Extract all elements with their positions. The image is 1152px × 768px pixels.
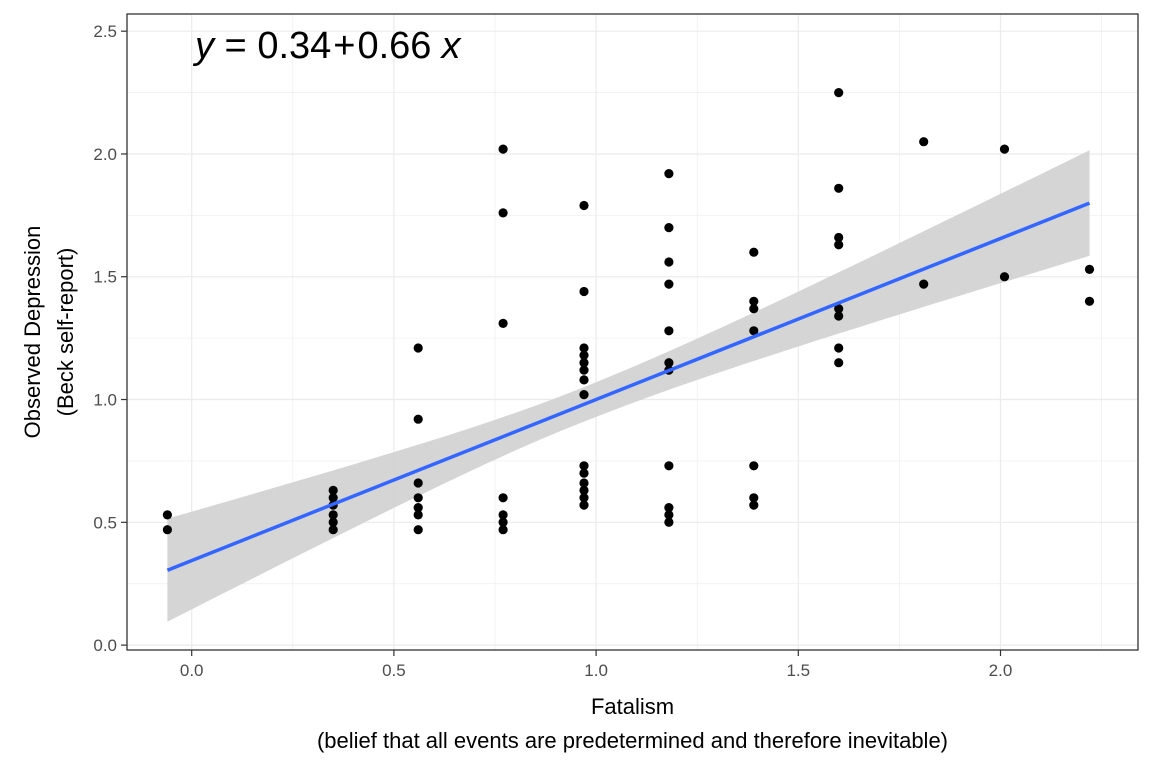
- equation-x: x: [439, 25, 462, 67]
- data-point: [999, 272, 1010, 282]
- data-point: [834, 304, 844, 314]
- data-point: [664, 169, 674, 179]
- data-point: [664, 503, 674, 513]
- regression-equation: y = 0.34+0.66 x: [192, 25, 462, 67]
- x-tick-label: 0.0: [180, 661, 204, 680]
- data-point: [328, 517, 338, 527]
- data-point: [1084, 264, 1095, 274]
- data-point: [413, 503, 423, 513]
- y-axis-title: Observed Depression: [20, 226, 45, 439]
- data-point: [162, 525, 172, 535]
- x-tick-label: 2.0: [989, 661, 1013, 680]
- data-point: [664, 279, 674, 289]
- equation-equals: =: [214, 25, 257, 67]
- data-point: [834, 88, 844, 98]
- data-point: [579, 365, 589, 375]
- data-point: [328, 510, 338, 520]
- data-point: [579, 350, 589, 360]
- data-point: [999, 144, 1010, 154]
- data-point: [664, 223, 674, 233]
- data-point: [664, 510, 674, 520]
- y-tick-label: 1.5: [93, 268, 117, 287]
- equation-plus: +: [333, 25, 355, 67]
- data-point: [579, 375, 589, 385]
- data-point: [834, 232, 844, 243]
- data-point: [498, 510, 508, 520]
- data-point: [498, 517, 508, 527]
- data-point: [579, 493, 589, 503]
- data-point: [579, 468, 589, 478]
- y-axis-subtitle: (Beck self-report): [53, 248, 78, 417]
- data-point: [579, 500, 589, 510]
- data-point: [919, 279, 929, 289]
- data-point: [579, 390, 589, 400]
- y-tick-label: 1.0: [93, 391, 117, 410]
- data-point: [749, 461, 759, 471]
- data-point: [749, 500, 759, 510]
- plot-border: [126, 13, 1139, 651]
- data-points: [162, 88, 1095, 535]
- data-point: [749, 304, 759, 314]
- data-point: [919, 137, 929, 147]
- y-tick-label: 0.0: [93, 636, 117, 655]
- axis-ticks: 0.0 0.5 1.0 1.5 2.0 0.0 0.5 1.0 1.5 2.0 2.5: [93, 22, 1012, 680]
- data-point: [579, 478, 589, 488]
- data-point: [413, 510, 423, 520]
- data-point: [413, 525, 423, 535]
- y-tick-label: 2.5: [93, 22, 117, 41]
- x-tick-label: 0.5: [382, 661, 406, 680]
- data-point: [328, 485, 338, 495]
- data-point: [579, 200, 589, 211]
- data-point: [834, 183, 844, 193]
- data-point: [579, 461, 589, 471]
- data-point: [749, 296, 759, 306]
- data-point: [413, 478, 423, 488]
- y-tick-label: 2.0: [93, 145, 117, 164]
- data-point: [413, 343, 423, 353]
- data-point: [664, 517, 674, 527]
- data-point: [1084, 296, 1095, 306]
- data-point: [749, 326, 759, 336]
- equation-y: y: [192, 25, 216, 67]
- data-point: [579, 286, 589, 297]
- x-tick-label: 1.5: [786, 661, 810, 680]
- data-point: [413, 414, 423, 424]
- data-point: [834, 343, 844, 353]
- data-point: [498, 318, 508, 328]
- data-point: [664, 358, 674, 368]
- data-point: [834, 358, 844, 368]
- data-point: [664, 326, 674, 336]
- data-point: [328, 525, 338, 535]
- data-point: [834, 240, 844, 250]
- y-tick-label: 0.5: [93, 513, 117, 532]
- data-point: [664, 461, 674, 471]
- regression-line: [166, 201, 1091, 572]
- data-point: [498, 525, 508, 535]
- data-point: [498, 493, 508, 503]
- data-point: [579, 485, 589, 495]
- regression-line-group: [166, 201, 1091, 572]
- data-point: [749, 493, 759, 503]
- data-point: [579, 358, 589, 368]
- data-point: [834, 311, 844, 321]
- data-point: [579, 343, 589, 353]
- data-point: [664, 257, 674, 267]
- data-point: [498, 208, 508, 218]
- data-point: [749, 247, 759, 257]
- equation-slope: 0.66: [357, 25, 431, 67]
- x-axis-subtitle: (belief that all events are predetermine…: [317, 728, 948, 753]
- data-point: [498, 144, 508, 154]
- data-point: [413, 493, 423, 503]
- data-point: [328, 493, 338, 503]
- x-tick-label: 1.0: [584, 661, 608, 680]
- equation-intercept: 0.34: [257, 25, 331, 67]
- data-point: [162, 510, 172, 520]
- x-axis-title: Fatalism: [591, 694, 674, 719]
